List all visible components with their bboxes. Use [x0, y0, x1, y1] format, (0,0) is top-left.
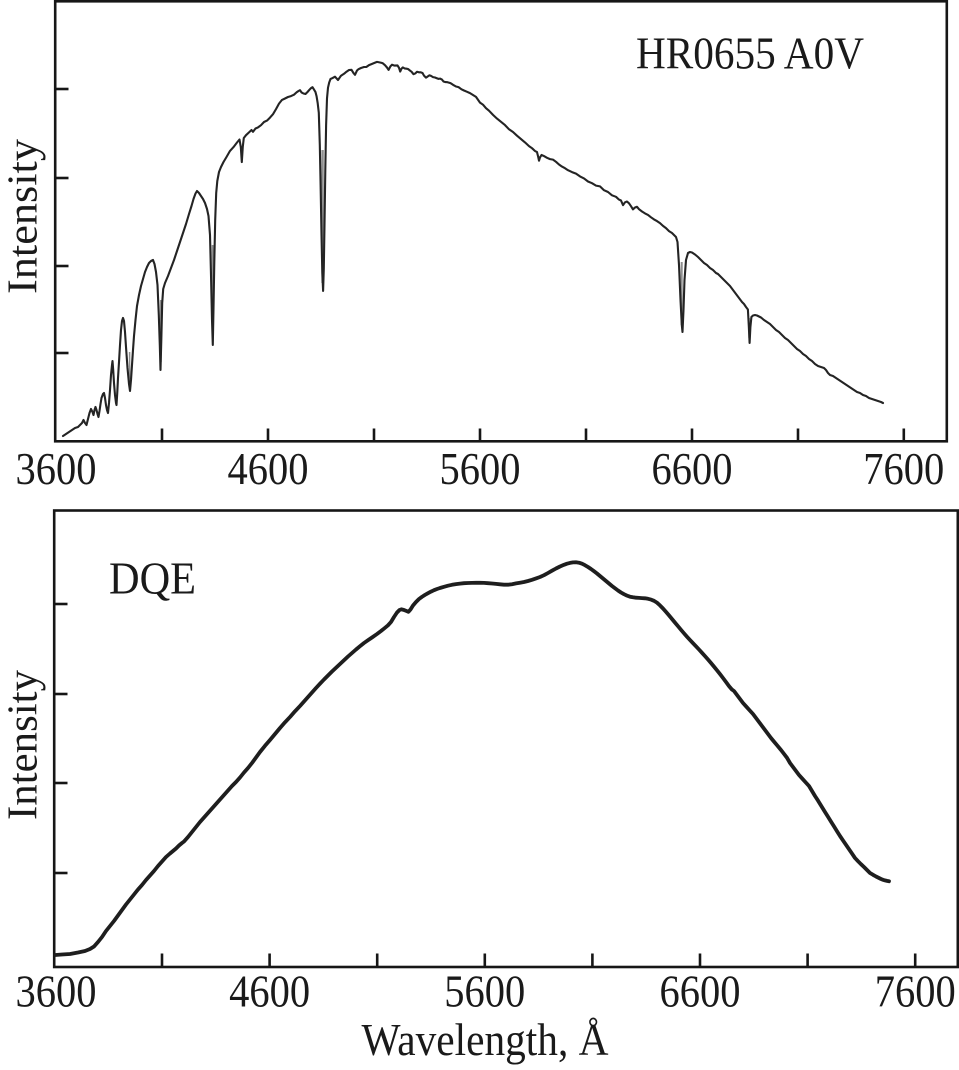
svg-text:7600: 7600 [863, 444, 944, 494]
svg-text:6600: 6600 [660, 967, 741, 1017]
svg-text:7600: 7600 [875, 967, 956, 1017]
svg-text:Intensity: Intensity [1, 670, 47, 820]
svg-text:4600: 4600 [228, 444, 309, 494]
svg-text:3600: 3600 [16, 444, 97, 494]
svg-text:Intensity: Intensity [1, 139, 47, 294]
svg-text:3600: 3600 [16, 967, 97, 1017]
svg-text:Wavelength, Å: Wavelength, Å [362, 1015, 609, 1065]
svg-text:5600: 5600 [444, 967, 525, 1017]
svg-text:5600: 5600 [440, 444, 521, 494]
svg-text:HR0655 A0V: HR0655 A0V [636, 29, 864, 79]
svg-text:DQE: DQE [109, 554, 196, 604]
svg-text:4600: 4600 [229, 967, 310, 1017]
svg-text:6600: 6600 [652, 444, 733, 494]
